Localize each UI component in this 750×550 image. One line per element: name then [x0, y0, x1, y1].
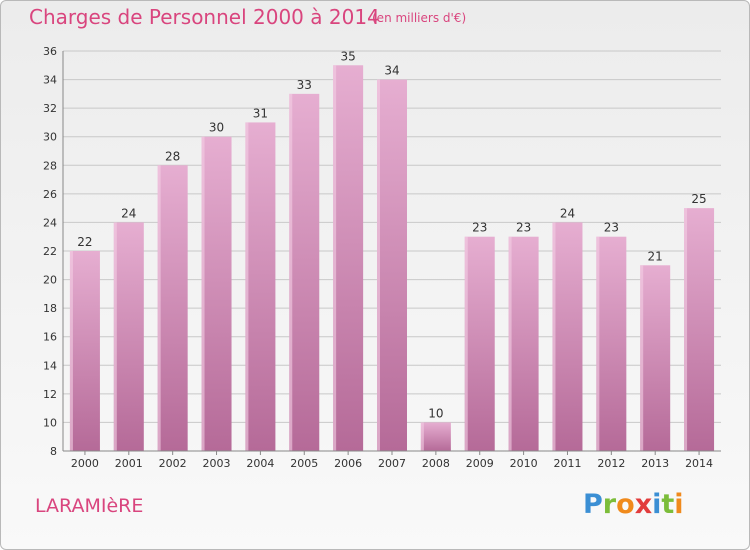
x-tick-label: 2000 — [71, 457, 99, 470]
bar-highlight — [289, 93, 293, 451]
data-label-2012: 23 — [604, 221, 619, 235]
logo-letter: o — [616, 489, 635, 520]
y-tick-label: 10 — [43, 416, 57, 429]
y-tick-label: 32 — [43, 102, 57, 115]
x-tick-label: 2008 — [422, 457, 450, 470]
y-tick-label: 12 — [43, 388, 57, 401]
y-tick-label: 18 — [43, 302, 57, 315]
data-label-2007: 34 — [384, 64, 399, 78]
bar-highlight — [69, 251, 73, 451]
bar-highlight — [201, 136, 205, 451]
logo-letter: t — [661, 489, 675, 520]
x-tick-label: 2013 — [641, 457, 669, 470]
logo-letter: i — [674, 489, 684, 520]
bar-2010 — [508, 236, 539, 451]
data-label-2002: 28 — [165, 149, 180, 163]
y-tick-label: 30 — [43, 131, 57, 144]
bar-highlight — [552, 222, 556, 451]
bar-highlight — [113, 222, 117, 451]
y-tick-label: 24 — [43, 216, 57, 229]
bar-2002 — [157, 165, 188, 452]
bar-highlight — [377, 79, 380, 452]
y-tick-label: 16 — [43, 331, 57, 344]
x-tick-label: 2014 — [685, 457, 713, 470]
y-tick-label: 14 — [43, 359, 57, 372]
bar-2003 — [201, 136, 232, 451]
data-label-2010: 23 — [516, 221, 531, 235]
chart-subtitle: (en milliers d'€) — [372, 11, 467, 25]
y-tick-label: 22 — [43, 245, 57, 258]
x-tick-label: 2010 — [510, 457, 538, 470]
data-labels: 22 24 28 30 31 33 35 34 10 23 23 24 23 21 25 — [77, 49, 706, 420]
bar-2014 — [684, 208, 715, 451]
y-tick-label: 34 — [43, 74, 57, 87]
x-tick-label: 2004 — [246, 457, 274, 470]
y-tick-label: 8 — [50, 445, 57, 458]
x-tick-label: 2001 — [115, 457, 143, 470]
data-label-2014: 25 — [691, 192, 706, 206]
bar-highlight — [508, 236, 512, 451]
data-label-2013: 21 — [648, 249, 663, 263]
x-tick-label: 2011 — [553, 457, 581, 470]
x-tick-label: 2007 — [378, 457, 406, 470]
logo-letter: r — [602, 489, 617, 520]
x-tick-label: 2002 — [159, 457, 187, 470]
chart-title: Charges de Personnel 2000 à 2014 — [29, 5, 380, 29]
data-label-2001: 24 — [121, 206, 136, 220]
x-tick-label: 2012 — [597, 457, 625, 470]
bar-highlight — [684, 208, 688, 451]
bar-2005 — [289, 93, 320, 451]
data-label-2006: 35 — [340, 49, 355, 63]
proxiti-logo: Proxiti — [583, 489, 684, 520]
x-tick-label: 2006 — [334, 457, 362, 470]
logo-letter: i — [652, 489, 662, 520]
y-tick-label: 36 — [43, 45, 57, 58]
y-tick-label: 20 — [43, 274, 57, 287]
bar-2011 — [552, 222, 583, 451]
data-label-2008: 10 — [428, 406, 443, 420]
bar-2012 — [596, 236, 627, 451]
data-label-2003: 30 — [209, 121, 224, 135]
data-label-2005: 33 — [297, 78, 312, 92]
data-label-2000: 22 — [77, 235, 92, 249]
logo-letter: x — [634, 489, 653, 520]
bar-2009 — [464, 236, 495, 451]
x-tick-label: 2009 — [466, 457, 494, 470]
bar-2001 — [113, 222, 144, 451]
axes: 8 10 12 14 16 18 20 22 24 26 28 30 32 34 36 2000 2001 200… — [43, 45, 721, 470]
x-tick-label: 2003 — [203, 457, 231, 470]
y-tick-label: 26 — [43, 188, 57, 201]
bars — [69, 65, 715, 452]
x-tick-label: 2005 — [290, 457, 318, 470]
bar-highlight — [157, 165, 161, 452]
bar-2006 — [333, 65, 364, 452]
data-label-2011: 24 — [560, 206, 575, 220]
bar-highlight — [640, 265, 644, 451]
bar-2000 — [69, 251, 100, 451]
bar-2004 — [245, 122, 276, 451]
bar-highlight — [464, 236, 468, 451]
bar-2013 — [640, 265, 671, 451]
logo-letter: P — [583, 489, 603, 520]
bar-2008 — [420, 422, 451, 451]
bar-highlight — [420, 422, 424, 451]
bar-2007 — [377, 79, 407, 452]
bar-highlight — [333, 65, 337, 452]
y-tick-label: 28 — [43, 159, 57, 172]
data-label-2004: 31 — [253, 106, 268, 120]
commune-name: LARAMIèRE — [35, 495, 144, 517]
bar-highlight — [596, 236, 600, 451]
data-label-2009: 23 — [472, 221, 487, 235]
bar-highlight — [245, 122, 249, 451]
